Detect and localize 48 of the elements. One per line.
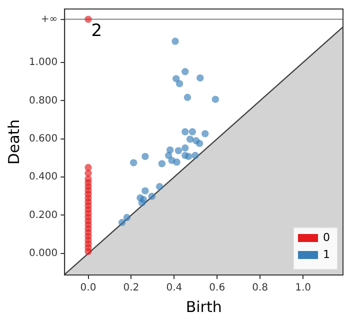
- point: [148, 192, 156, 200]
- point: [84, 16, 92, 23]
- legend-label: 0: [323, 230, 330, 244]
- point: [84, 175, 92, 183]
- point: [188, 128, 196, 136]
- y-tick-label: 0.400: [28, 172, 58, 183]
- point: [123, 214, 131, 222]
- x-tick-label: 0.0: [80, 282, 96, 294]
- point: [84, 164, 92, 172]
- point: [182, 68, 189, 76]
- point: [172, 75, 180, 82]
- y-axis-title: Death: [4, 119, 23, 165]
- point: [174, 147, 182, 154]
- point: [192, 152, 199, 160]
- y-tick-label: 0.000: [28, 248, 58, 260]
- x-tick-label: 0.2: [123, 282, 140, 294]
- point: [202, 130, 209, 138]
- x-tick-label: 0.4: [166, 282, 182, 294]
- point: [176, 80, 184, 88]
- point: [156, 182, 164, 190]
- x-tick-label: 0.6: [209, 282, 226, 294]
- point: [142, 152, 149, 160]
- annotation: 2: [91, 21, 102, 42]
- legend-label: 1: [323, 248, 330, 261]
- y-tick-label: 1.000: [28, 57, 58, 68]
- point: [172, 38, 179, 45]
- y-tick-label: 0.800: [28, 95, 58, 106]
- y-tick-label: +∞: [40, 14, 58, 25]
- point: [118, 218, 126, 226]
- point: [138, 199, 146, 206]
- point: [184, 94, 192, 102]
- x-tick-label: 0.8: [252, 282, 268, 294]
- point: [164, 152, 172, 160]
- x-axis-title: Birth: [186, 298, 222, 316]
- y-tick-label: 0.600: [28, 133, 58, 144]
- point: [130, 159, 138, 166]
- point: [158, 160, 166, 168]
- point: [212, 96, 220, 103]
- point: [184, 152, 192, 160]
- point: [186, 136, 194, 143]
- point: [142, 187, 149, 194]
- point: [168, 156, 176, 164]
- point: [196, 74, 204, 82]
- point: [196, 140, 204, 148]
- x-tick-label: 1.0: [295, 282, 311, 294]
- point: [182, 144, 189, 152]
- point: [182, 128, 189, 136]
- y-tick-label: 0.200: [28, 210, 58, 221]
